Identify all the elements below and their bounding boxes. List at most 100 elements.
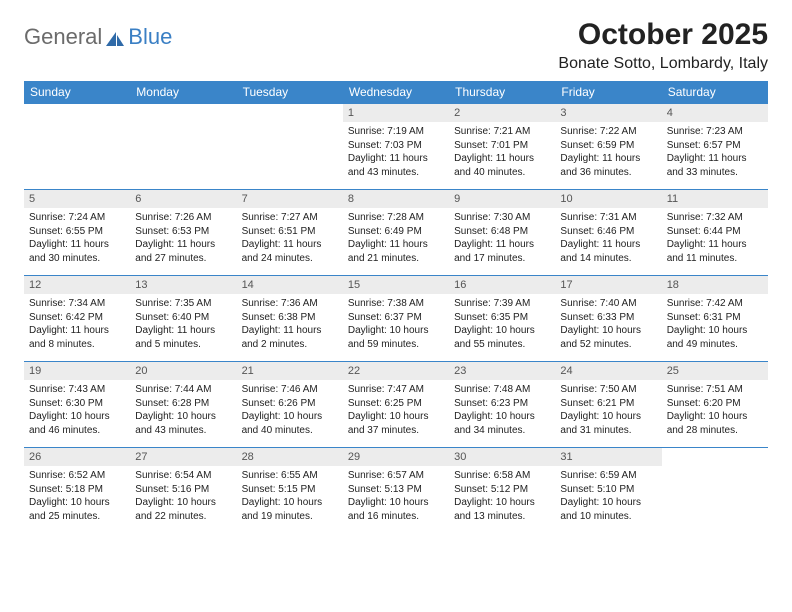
calendar-cell: 5Sunrise: 7:24 AMSunset: 6:55 PMDaylight… [24,190,130,276]
sunset-line: Sunset: 6:46 PM [560,225,656,239]
page-header: General Blue October 2025 Bonate Sotto, … [24,18,768,73]
calendar-cell: 18Sunrise: 7:42 AMSunset: 6:31 PMDayligh… [662,276,768,362]
sail-icon [104,28,126,46]
day-details: Sunrise: 7:44 AMSunset: 6:28 PMDaylight:… [130,380,236,440]
sunrise-line: Sunrise: 7:22 AM [560,125,656,139]
calendar-row: 19Sunrise: 7:43 AMSunset: 6:30 PMDayligh… [24,362,768,448]
daylight-line: Daylight: 11 hours and 24 minutes. [242,238,338,265]
calendar-cell: 10Sunrise: 7:31 AMSunset: 6:46 PMDayligh… [555,190,661,276]
day-details: Sunrise: 6:52 AMSunset: 5:18 PMDaylight:… [24,466,130,526]
calendar-cell: 31Sunrise: 6:59 AMSunset: 5:10 PMDayligh… [555,448,661,534]
calendar-cell: 9Sunrise: 7:30 AMSunset: 6:48 PMDaylight… [449,190,555,276]
brand-logo: General Blue [24,18,172,50]
day-number: 27 [130,448,236,466]
sunrise-line: Sunrise: 7:39 AM [454,297,550,311]
weekday-header-row: Sunday Monday Tuesday Wednesday Thursday… [24,81,768,104]
calendar-cell [237,104,343,190]
day-number: 31 [555,448,661,466]
page-title: October 2025 [558,18,768,51]
daylight-line: Daylight: 10 hours and 19 minutes. [242,496,338,523]
day-details: Sunrise: 7:27 AMSunset: 6:51 PMDaylight:… [237,208,343,268]
sunset-line: Sunset: 5:18 PM [29,483,125,497]
sunset-line: Sunset: 6:44 PM [667,225,763,239]
day-details: Sunrise: 6:58 AMSunset: 5:12 PMDaylight:… [449,466,555,526]
calendar-row: 1Sunrise: 7:19 AMSunset: 7:03 PMDaylight… [24,104,768,190]
day-number: 8 [343,190,449,208]
calendar-cell [130,104,236,190]
day-details: Sunrise: 7:40 AMSunset: 6:33 PMDaylight:… [555,294,661,354]
sunset-line: Sunset: 6:31 PM [667,311,763,325]
calendar-cell: 26Sunrise: 6:52 AMSunset: 5:18 PMDayligh… [24,448,130,534]
sunset-line: Sunset: 6:49 PM [348,225,444,239]
calendar-cell: 4Sunrise: 7:23 AMSunset: 6:57 PMDaylight… [662,104,768,190]
calendar-row: 12Sunrise: 7:34 AMSunset: 6:42 PMDayligh… [24,276,768,362]
sunset-line: Sunset: 6:26 PM [242,397,338,411]
daylight-line: Daylight: 10 hours and 55 minutes. [454,324,550,351]
daylight-line: Daylight: 11 hours and 8 minutes. [29,324,125,351]
sunset-line: Sunset: 6:59 PM [560,139,656,153]
day-details: Sunrise: 7:47 AMSunset: 6:25 PMDaylight:… [343,380,449,440]
daylight-line: Daylight: 10 hours and 28 minutes. [667,410,763,437]
calendar-table: Sunday Monday Tuesday Wednesday Thursday… [24,81,768,534]
calendar-cell [24,104,130,190]
sunrise-line: Sunrise: 7:50 AM [560,383,656,397]
sunrise-line: Sunrise: 7:34 AM [29,297,125,311]
daylight-line: Daylight: 11 hours and 11 minutes. [667,238,763,265]
day-number: 25 [662,362,768,380]
day-number: 13 [130,276,236,294]
daylight-line: Daylight: 10 hours and 25 minutes. [29,496,125,523]
brand-word-2: Blue [128,24,172,50]
calendar-cell: 27Sunrise: 6:54 AMSunset: 5:16 PMDayligh… [130,448,236,534]
day-number: 29 [343,448,449,466]
sunset-line: Sunset: 5:12 PM [454,483,550,497]
location-label: Bonate Sotto, Lombardy, Italy [558,55,768,73]
daylight-line: Daylight: 10 hours and 34 minutes. [454,410,550,437]
sunrise-line: Sunrise: 7:46 AM [242,383,338,397]
calendar-cell: 25Sunrise: 7:51 AMSunset: 6:20 PMDayligh… [662,362,768,448]
calendar-cell: 22Sunrise: 7:47 AMSunset: 6:25 PMDayligh… [343,362,449,448]
col-tuesday: Tuesday [237,81,343,104]
daylight-line: Daylight: 11 hours and 40 minutes. [454,152,550,179]
col-wednesday: Wednesday [343,81,449,104]
sunrise-line: Sunrise: 7:31 AM [560,211,656,225]
calendar-cell: 12Sunrise: 7:34 AMSunset: 6:42 PMDayligh… [24,276,130,362]
calendar-cell: 2Sunrise: 7:21 AMSunset: 7:01 PMDaylight… [449,104,555,190]
daylight-line: Daylight: 11 hours and 2 minutes. [242,324,338,351]
calendar-cell: 24Sunrise: 7:50 AMSunset: 6:21 PMDayligh… [555,362,661,448]
col-thursday: Thursday [449,81,555,104]
calendar-cell: 3Sunrise: 7:22 AMSunset: 6:59 PMDaylight… [555,104,661,190]
sunrise-line: Sunrise: 7:32 AM [667,211,763,225]
day-number: 30 [449,448,555,466]
sunrise-line: Sunrise: 7:42 AM [667,297,763,311]
sunset-line: Sunset: 6:53 PM [135,225,231,239]
sunset-line: Sunset: 7:01 PM [454,139,550,153]
sunset-line: Sunset: 5:10 PM [560,483,656,497]
daylight-line: Daylight: 10 hours and 43 minutes. [135,410,231,437]
sunset-line: Sunset: 6:35 PM [454,311,550,325]
calendar-cell: 20Sunrise: 7:44 AMSunset: 6:28 PMDayligh… [130,362,236,448]
calendar-cell: 14Sunrise: 7:36 AMSunset: 6:38 PMDayligh… [237,276,343,362]
sunrise-line: Sunrise: 7:19 AM [348,125,444,139]
day-details: Sunrise: 7:31 AMSunset: 6:46 PMDaylight:… [555,208,661,268]
day-number: 7 [237,190,343,208]
day-number: 2 [449,104,555,122]
day-number: 6 [130,190,236,208]
daylight-line: Daylight: 10 hours and 10 minutes. [560,496,656,523]
day-details: Sunrise: 7:24 AMSunset: 6:55 PMDaylight:… [24,208,130,268]
sunrise-line: Sunrise: 7:35 AM [135,297,231,311]
daylight-line: Daylight: 10 hours and 13 minutes. [454,496,550,523]
sunset-line: Sunset: 7:03 PM [348,139,444,153]
daylight-line: Daylight: 10 hours and 16 minutes. [348,496,444,523]
calendar-cell: 19Sunrise: 7:43 AMSunset: 6:30 PMDayligh… [24,362,130,448]
day-details: Sunrise: 6:59 AMSunset: 5:10 PMDaylight:… [555,466,661,526]
day-number: 17 [555,276,661,294]
daylight-line: Daylight: 11 hours and 30 minutes. [29,238,125,265]
sunset-line: Sunset: 6:51 PM [242,225,338,239]
day-number: 28 [237,448,343,466]
day-details: Sunrise: 7:30 AMSunset: 6:48 PMDaylight:… [449,208,555,268]
sunrise-line: Sunrise: 7:43 AM [29,383,125,397]
sunrise-line: Sunrise: 7:27 AM [242,211,338,225]
day-number: 18 [662,276,768,294]
day-number: 9 [449,190,555,208]
daylight-line: Daylight: 11 hours and 43 minutes. [348,152,444,179]
